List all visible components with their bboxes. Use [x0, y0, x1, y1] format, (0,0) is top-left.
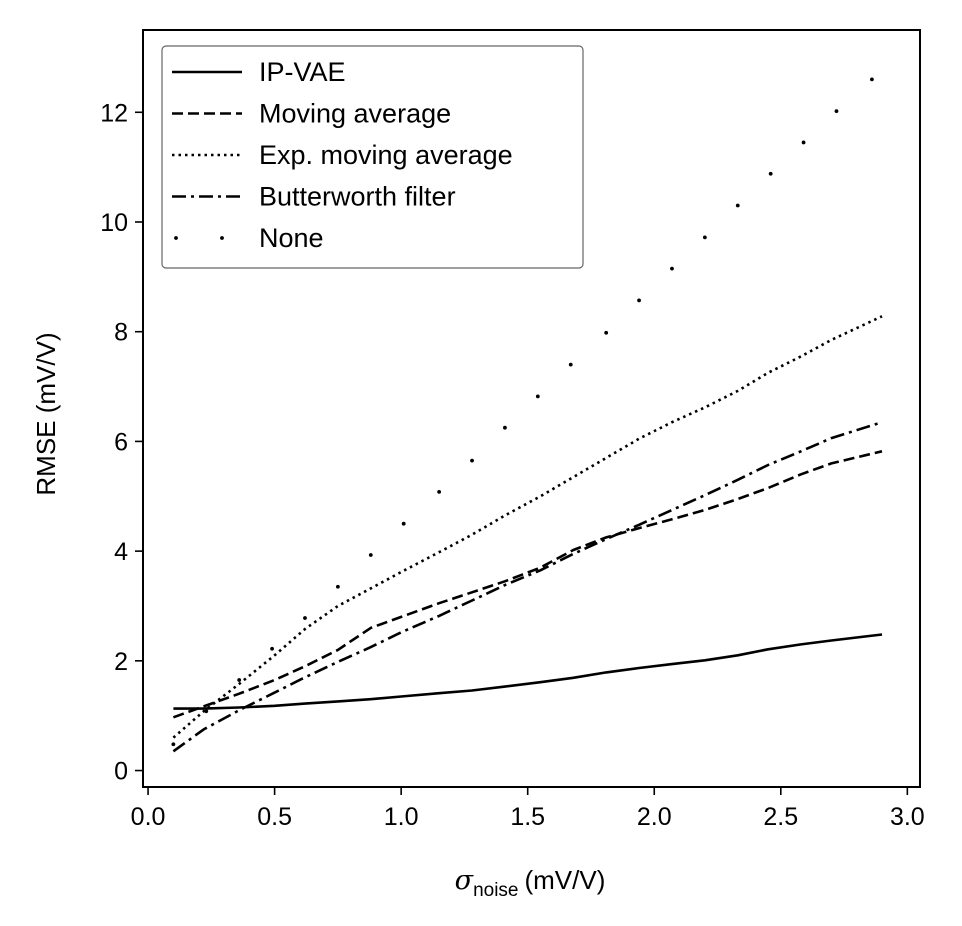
- data-point: [637, 298, 641, 303]
- x-tick-label: 0.0: [131, 803, 166, 831]
- data-point: [401, 521, 406, 526]
- series-exp-moving-average-line: [172, 315, 883, 739]
- x-tick-label: 2.5: [763, 803, 798, 831]
- legend-swatch-none: [220, 236, 224, 240]
- series-none: [171, 77, 874, 747]
- data-point: [870, 77, 874, 82]
- data-point: [568, 362, 573, 367]
- axis-ticks: 0.0 0.5 1.0 1.5 2.0 2.5 3.0 0 2 4 6 8 10 12: [100, 99, 925, 831]
- x-tick-label: 1.5: [510, 803, 545, 831]
- x-axis-label-subscript: noise: [473, 880, 518, 901]
- y-tick-label: 4: [114, 538, 128, 566]
- y-axis-label: RMSE (mV/V): [31, 332, 61, 495]
- y-tick-label: 8: [114, 319, 128, 347]
- series-ip-vae-line: [173, 633, 883, 710]
- y-tick-label: 0: [114, 758, 128, 786]
- data-point: [237, 678, 242, 682]
- legend-label-ip-vae: IP-VAE: [259, 57, 346, 87]
- data-point: [801, 140, 806, 145]
- x-axis-label-units: (mV/V): [524, 865, 605, 895]
- y-tick-label: 12: [100, 99, 128, 127]
- plot-frame: [142, 29, 921, 788]
- legend-swatch-none: [174, 236, 178, 240]
- data-point: [735, 203, 740, 208]
- data-point: [437, 489, 442, 494]
- x-tick-label: 0.5: [257, 803, 292, 831]
- data-point: [503, 425, 507, 430]
- legend-label-butterworth-filter: Butterworth filter: [259, 182, 456, 212]
- legend-label-exp-moving-average: Exp. moving average: [259, 140, 513, 170]
- data-point: [335, 584, 340, 589]
- legend-box: [161, 45, 584, 269]
- series-butterworth-filter-line: [172, 420, 883, 753]
- data-point: [768, 171, 773, 176]
- y-tick-label: 2: [114, 648, 128, 676]
- data-point: [604, 330, 609, 335]
- data-point: [702, 235, 707, 240]
- data-point: [204, 709, 209, 714]
- series-moving-average-line: [172, 450, 883, 719]
- legend-label-none: None: [259, 223, 324, 253]
- legend: IP-VAE Moving average Exp. moving average B…: [161, 45, 584, 269]
- x-tick-label: 1.0: [384, 803, 419, 831]
- y-tick-label: 6: [114, 428, 128, 456]
- legend-label-moving-average: Moving average: [259, 99, 451, 129]
- x-tick-label: 2.0: [637, 803, 672, 831]
- data-point: [535, 394, 540, 399]
- series-layer: [171, 77, 883, 753]
- data-point: [368, 553, 373, 557]
- y-tick-label: 10: [100, 209, 128, 237]
- data-point: [470, 458, 474, 463]
- data-point: [670, 266, 674, 271]
- data-point: [270, 646, 274, 651]
- data-point: [171, 742, 176, 747]
- x-axis-label: σnoise (mV/V): [455, 865, 606, 901]
- x-axis-label-symbol: σ: [455, 865, 475, 896]
- x-tick-label: 3.0: [890, 803, 925, 831]
- data-point: [303, 616, 307, 620]
- data-point: [834, 109, 839, 114]
